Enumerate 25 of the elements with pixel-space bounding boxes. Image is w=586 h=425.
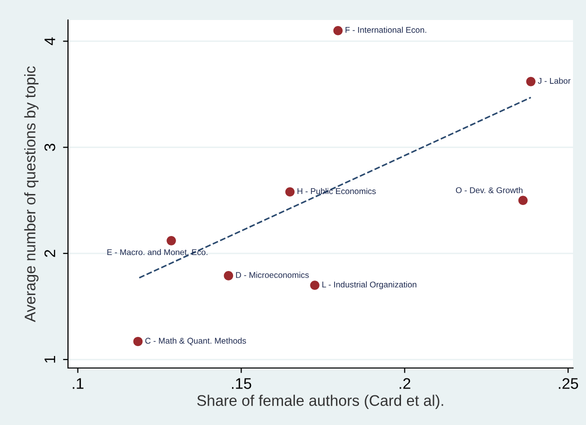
point bbox=[310, 280, 320, 290]
point bbox=[166, 236, 176, 246]
annotation: J - Labor bbox=[538, 78, 571, 84]
annotation: L - Industrial Organization bbox=[322, 281, 416, 290]
x-axis-title: Share of female authors (Card et al). bbox=[197, 394, 444, 409]
y-tick-label: 2 bbox=[44, 250, 56, 257]
annotation: C - Math & Quant. Methods bbox=[145, 338, 246, 346]
y-tick-label: 4 bbox=[44, 37, 56, 46]
annotation: D - Microeconomics bbox=[236, 272, 309, 278]
annotation: O - Dev. & Growth bbox=[456, 187, 522, 194]
annotation: H - Public Economics bbox=[298, 188, 376, 194]
x-tick-label: .2 bbox=[400, 378, 410, 389]
y-tick-label: 1 bbox=[44, 356, 56, 363]
x-tick-label: .25 bbox=[558, 378, 578, 389]
point bbox=[526, 76, 536, 86]
y-axis-title: Average number of questions by topic bbox=[24, 66, 38, 322]
point bbox=[285, 187, 295, 197]
annotation: F - International Econ. bbox=[346, 26, 426, 33]
point bbox=[224, 271, 234, 280]
y-tick-label: 3 bbox=[44, 144, 56, 151]
point bbox=[518, 196, 528, 206]
x-tick-label: .1 bbox=[72, 378, 84, 389]
x-tick-label: .15 bbox=[232, 378, 252, 389]
point bbox=[333, 26, 343, 36]
point bbox=[133, 336, 143, 346]
